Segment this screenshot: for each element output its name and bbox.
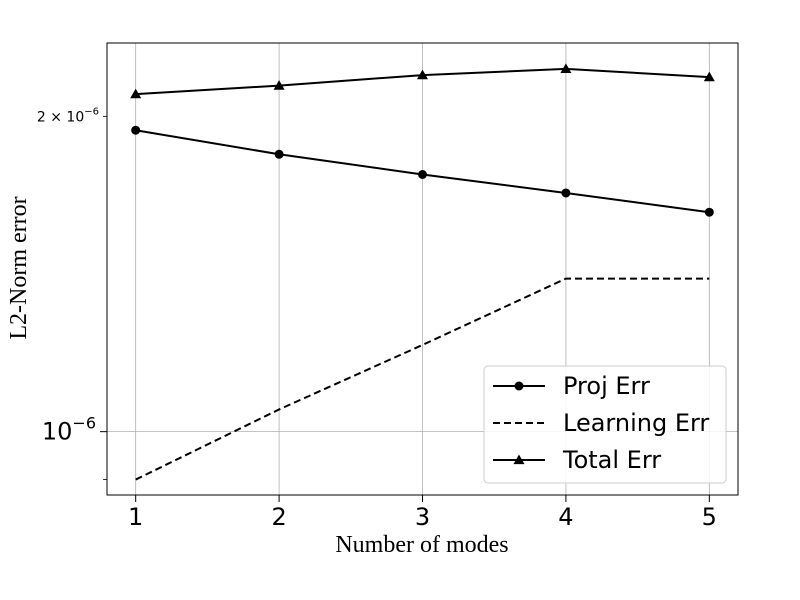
x-tick-label: 4 [558,503,573,531]
y-minor-tick-label: 2 × 10−6 [37,106,99,125]
data-point-proj-err [704,207,714,217]
y-axis-label: L2-Norm error [6,196,32,339]
x-axis-label: Number of modes [335,532,508,558]
data-point-total-err [273,80,285,90]
data-point-proj-err [418,170,427,180]
data-point-total-err [703,71,715,82]
axis-ticks: 1 2 3 4 5 10−6 2 × 10−6 [37,106,717,531]
x-tick-label: 1 [128,503,143,531]
legend-label-learning-err: Learning Err [563,409,709,437]
data-point-proj-err [131,125,141,135]
data-point-proj-err [561,188,571,198]
legend-marker-proj-err [514,381,524,391]
legend-label-total-err: Total Err [562,446,661,474]
y-tick-label: 10−6 [42,414,96,446]
legend-marker-total-err [513,454,525,465]
data-point-total-err [417,69,428,80]
legend: Proj Err Learning Err Total Err [483,365,727,484]
data-point-total-err [560,63,572,74]
x-tick-label: 5 [702,503,717,531]
series-layer [130,63,715,481]
data-point-total-err [130,88,142,99]
series-line-learning-err [135,277,710,481]
grid [107,43,738,495]
legend-label-proj-err: Proj Err [563,372,650,400]
data-point-proj-err [274,149,284,159]
x-tick-label: 2 [271,503,286,531]
legend-box [483,365,727,484]
x-tick-label: 3 [415,503,430,531]
